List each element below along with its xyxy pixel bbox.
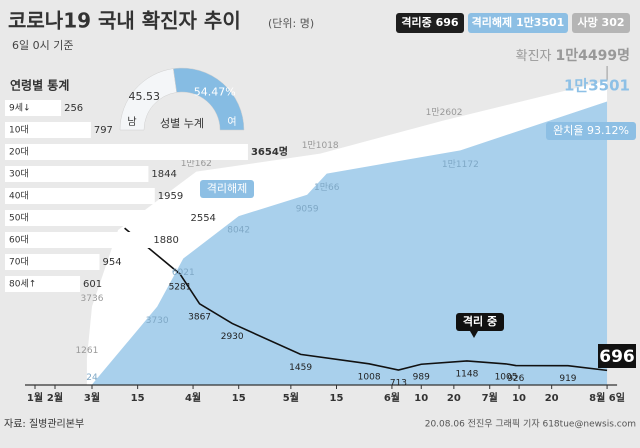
gender-value: 45.53 [129,90,161,103]
x-tick-label: 2월 [47,392,63,404]
age-bar [5,144,248,160]
data-label: 6021 [172,268,195,278]
age-value: 1844 [151,169,176,180]
badge [572,13,630,33]
unit: (단위: 명) [268,17,314,30]
age-label: 10대 [9,125,29,136]
source: 자료: 질병관리본부 [4,418,84,430]
data-label: 919 [559,374,576,384]
age-value: 1880 [153,235,178,246]
data-label: 989 [413,373,430,383]
age-value: 3654명 [251,145,288,158]
age-label: 20대 [9,147,29,158]
age-title: 연령별 통계 [10,78,69,93]
annotation-box [546,122,636,140]
data-label: 1261 [75,346,98,356]
data-label: 1148 [455,369,478,379]
x-tick-label: 15 [330,393,344,404]
age-label: 70대 [9,257,29,268]
x-tick-label: 15 [131,393,145,404]
x-tick-label: 10 [414,393,428,404]
age-value: 954 [102,257,121,268]
age-label: 30대 [9,169,29,180]
age-label: 40대 [9,191,29,202]
isolation-label: 격리 중 [463,314,497,328]
age-label: 50대 [9,213,29,224]
age-label: 80세↑ [9,279,36,290]
data-label: 5281 [169,283,192,293]
data-label: 8042 [227,226,250,236]
isolation-total: 696 [599,347,635,367]
age-bar [5,254,100,270]
data-label: 2930 [221,332,244,342]
isolation-label-box [456,313,504,331]
x-tick-label: 20 [545,393,559,404]
badge [396,13,464,33]
data-label: 1만66 [314,182,340,193]
x-tick-label: 20 [447,393,461,404]
data-label: 713 [390,379,407,389]
data-label: 3730 [146,316,169,326]
x-tick-label: 1월 [27,392,43,404]
age-bar [5,210,188,226]
data-label: 24 [86,373,98,383]
title: 코로나19 국내 확진자 추이 [8,9,241,33]
line [124,227,608,372]
data-label: 1008 [358,372,381,382]
data-label: 1만1172 [442,159,479,170]
released-label-box [200,180,254,198]
age-label: 9세↓ [9,103,31,114]
age-value: 797 [94,125,113,136]
x-tick-label: 6월 [384,392,400,404]
released-label: 격리해제 [207,181,247,195]
badge-text: 사망 302 [577,15,624,29]
data-label: 926 [507,374,524,384]
badge-text: 격리해제 1만3501 [472,15,565,29]
total-name: 확진자 [516,49,552,64]
age-value: 601 [83,279,102,290]
age-bar [5,122,91,138]
credit: 20.08.06 전진우 그래픽 기자 618tue@newsis.com [425,419,636,430]
x-tick-label: 5월 [283,392,299,404]
gender-name: 여 [227,116,236,128]
x-tick-label: 8월 6일 [589,391,625,404]
data-label: 3736 [81,294,104,304]
age-value: 1959 [158,191,183,202]
age-value: 2554 [190,213,215,224]
age-label: 60대 [9,235,29,246]
data-label: 1005 [495,372,518,382]
x-tick-label: 10 [512,393,526,404]
isolation-pointer [470,331,478,338]
subtitle: 6일 0시 기준 [12,38,73,52]
isolation-total-box [598,344,636,368]
badge-text: 격리중 696 [401,15,458,29]
data-label: 1459 [289,363,312,373]
data-label: 1만162 [181,158,212,169]
badge [468,13,568,33]
x-tick-label: 7월 [482,392,498,404]
gender-name: 남 [127,116,136,128]
gender-segment [173,67,245,131]
total-label: 확진자 1만4499명 [516,47,630,64]
released-total: 1만3501 [564,77,630,95]
data-label: 1만2602 [426,107,463,118]
gender-title: 성별 누계 [160,117,204,130]
age-value: 256 [64,103,83,114]
data-label: 9059 [296,204,319,214]
age-bar [5,232,151,248]
age-bar [5,100,62,116]
age-bar [5,166,149,182]
data-label: 3867 [188,312,211,322]
x-tick-label: 15 [232,393,246,404]
age-bar [5,276,81,292]
data-label: 1만1018 [302,140,339,151]
x-tick-label: 3월 [84,392,100,404]
total-value: 1만4499명 [556,47,630,64]
age-bar [5,188,155,204]
x-tick-label: 4월 [185,392,201,404]
annotation: 완치율 93.12% [553,124,629,137]
gender-value: 54.47% [194,85,236,98]
